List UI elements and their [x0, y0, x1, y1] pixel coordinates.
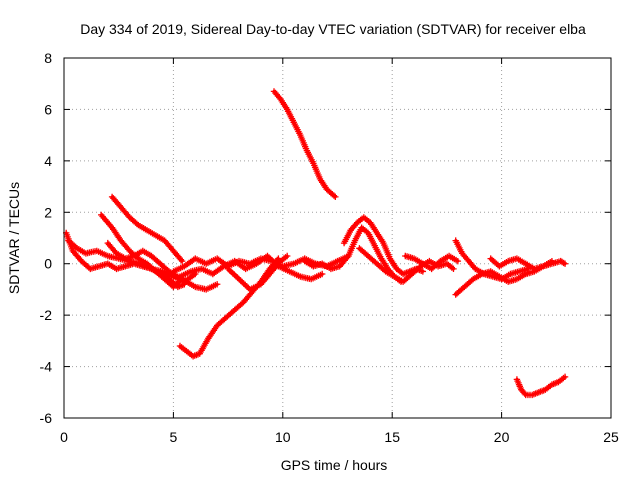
series-arc-3 — [98, 211, 186, 291]
y-tick-label: 6 — [44, 101, 52, 117]
data-series — [63, 88, 569, 399]
series-arc-13 — [356, 245, 457, 285]
x-tick-label: 15 — [384, 429, 400, 445]
data-point — [330, 192, 338, 199]
series-arc-12 — [340, 214, 427, 278]
y-tick-label: 8 — [44, 50, 52, 66]
data-point — [318, 270, 326, 278]
data-point — [274, 256, 281, 264]
series-arc-9 — [176, 255, 282, 360]
x-tick-label: 0 — [60, 429, 68, 445]
data-point — [283, 252, 291, 260]
data-point — [419, 268, 427, 275]
data-point — [560, 259, 567, 267]
x-tick-label: 10 — [275, 429, 291, 445]
y-axis-label: SDTVAR / TECUs — [6, 182, 22, 294]
series-arc-5 — [108, 193, 186, 265]
series-arc-15 — [452, 237, 532, 283]
data-point — [213, 281, 221, 288]
series-arc-17 — [487, 255, 556, 273]
data-point — [332, 193, 339, 201]
series-arc-4 — [104, 239, 221, 293]
data-point — [561, 373, 569, 381]
data-point — [548, 257, 556, 265]
y-tick-label: -4 — [40, 359, 53, 375]
y-tick-label: -2 — [40, 307, 53, 323]
axis-ticks: 0 5 10 15 20 25 -6 -4 -2 0 2 4 6 8 — [40, 50, 619, 445]
series-arc-10 — [270, 88, 339, 201]
data-point — [454, 257, 462, 265]
y-tick-label: 4 — [44, 153, 52, 169]
data-point — [275, 255, 282, 262]
data-point — [450, 265, 457, 273]
data-point — [178, 257, 186, 265]
y-tick-label: 2 — [44, 204, 52, 220]
data-point — [177, 256, 185, 263]
series-arc-18 — [513, 373, 569, 399]
x-tick-label: 25 — [603, 429, 619, 445]
plot-border — [63, 57, 612, 419]
x-tick-label: 20 — [494, 429, 510, 445]
y-tick-label: -6 — [40, 410, 53, 426]
chart-title: Day 334 of 2019, Sidereal Day-to-day VTE… — [80, 21, 586, 37]
data-point — [521, 390, 528, 397]
x-tick-label: 5 — [170, 429, 178, 445]
data-point — [561, 260, 569, 267]
y-tick-label: 0 — [44, 256, 52, 272]
series-arc-14 — [402, 252, 462, 273]
x-axis-label: GPS time / hours — [281, 457, 388, 473]
grid-lines — [64, 58, 611, 418]
